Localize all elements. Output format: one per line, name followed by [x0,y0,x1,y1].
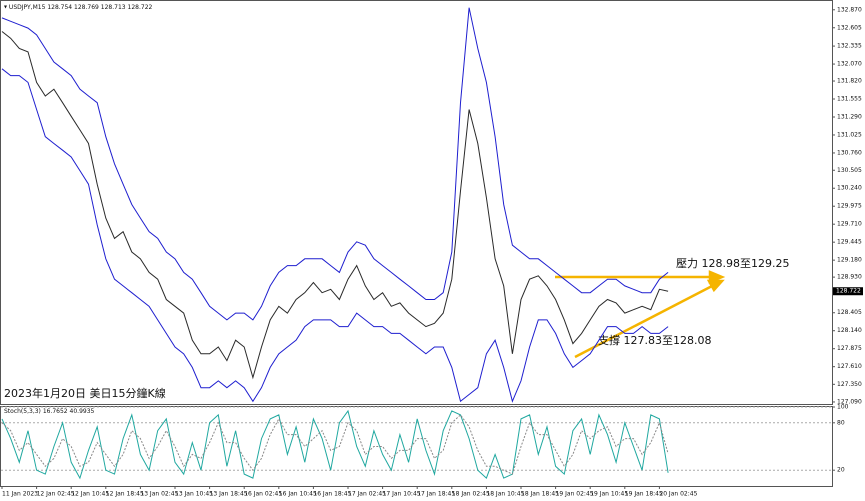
y-tick-label: 127.350 [837,381,862,388]
y-tick-label: 129.975 [837,203,862,210]
y-tick-label: 131.025 [837,131,862,138]
x-tick-label: 12 Jan 10:45 [71,491,109,498]
series-line [1,31,669,380]
y-tick-label: 131.820 [837,78,862,85]
triangle [555,270,726,359]
y-tick-label: 131.290 [837,113,862,120]
x-tick-label: 17 Jan 02:45 [348,491,386,498]
x-tick-label: 20 Jan 02:45 [659,491,697,498]
series-line [1,7,669,321]
x-tick-label: 16 Jan 10:45 [279,491,317,498]
arrow-head [706,279,725,293]
y-tick-label: 127.090 [837,398,862,405]
chart-note: 2023年1月20日 美日15分鐘K線 [4,386,166,400]
x-tick-label: 11 Jan 2023 [2,491,38,498]
arrow-head [708,270,726,284]
main-frame [0,0,833,405]
y-tick-label: 127.875 [837,345,862,352]
y-tick-label: 127.610 [837,363,862,370]
x-tick-label: 18 Jan 02:45 [452,491,490,498]
y-tick-label: 129.445 [837,239,862,246]
x-tick-label: 13 Jan 10:45 [175,491,213,498]
x-tick-label: 19 Jan 18:45 [625,491,663,498]
y-tick-label: 132.070 [837,61,862,68]
stoch-main: 16.7652 [43,408,68,415]
x-tick-label: 12 Jan 18:45 [106,491,144,498]
y-tick-label: 20 [837,467,845,474]
x-tick-label: 17 Jan 18:45 [417,491,455,498]
y-tick-label: 128.405 [837,309,862,316]
y-tick-label: 132.605 [837,24,862,31]
series-line [1,414,669,475]
y-tick-label: 132.335 [837,43,862,50]
stoch-header: Stoch(5,3,3) 16.7652 40.9935 [4,408,95,415]
y-tick-label: 130.240 [837,185,862,192]
x-tick-label: 13 Jan 02:45 [140,491,178,498]
ohlc-low: 128.713 [101,4,126,11]
price-box [833,287,863,296]
x-tick-label: 16 Jan 02:45 [244,491,282,498]
support-line [574,283,715,359]
y-tick-label: 100 [837,404,849,411]
price-label: 128.722 [836,288,861,295]
ohlc-high: 128.769 [74,4,99,11]
support-note: 支撐 127.83至128.08 [598,333,711,347]
y-tick-label: 128.930 [837,274,862,281]
y-tick-label: 132.870 [837,6,862,13]
x-tick-label: 18 Jan 18:45 [521,491,559,498]
y-tick-label: 129.180 [837,257,862,264]
series-line [1,409,669,480]
x-tick-label: 16 Jan 18:45 [313,491,351,498]
ohlc-close: 128.722 [128,4,153,11]
ohlc-open: 128.754 [47,4,72,11]
y-tick-label: 131.555 [837,96,862,103]
y-tick-label: 130.760 [837,149,862,156]
stoch-frame [0,406,833,487]
x-tick-label: 18 Jan 10:45 [486,491,524,498]
symbol: USDJPY,M15 [9,4,46,11]
header: ▾ USDJPY,M15 128.754 128.769 128.713 128… [4,4,153,11]
x-tick-label: 12 Jan 02:45 [37,491,75,498]
y-tick-label: 80 [837,419,845,426]
x-tick-label: 17 Jan 10:45 [383,491,421,498]
y-tick-label: 129.710 [837,221,862,228]
series-line [1,68,669,403]
y-tick-label: 128.140 [837,327,862,334]
x-tick-label: 19 Jan 10:45 [590,491,628,498]
resistance-note: 壓力 128.98至129.25 [676,257,789,270]
x-tick-label: 13 Jan 18:45 [210,491,248,498]
stoch-signal: 40.9935 [70,408,95,415]
x-tick-label: 19 Jan 02:45 [556,491,594,498]
y-tick-label: 130.505 [837,167,862,174]
stoch-title: Stoch(5,3,3) [4,408,41,415]
